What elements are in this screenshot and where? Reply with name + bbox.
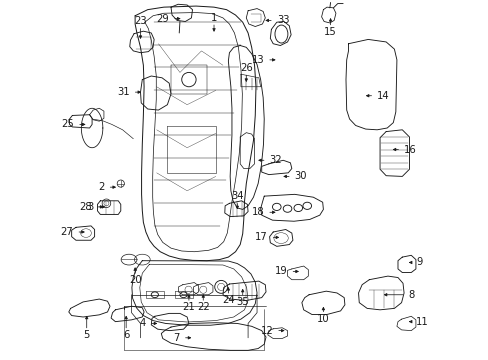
Text: 12: 12: [260, 325, 273, 336]
Text: 31: 31: [117, 87, 129, 97]
Text: 20: 20: [128, 275, 141, 285]
Text: 19: 19: [274, 266, 287, 276]
Text: 8: 8: [408, 290, 414, 300]
Text: 17: 17: [255, 232, 267, 242]
Text: 27: 27: [61, 227, 73, 237]
Text: 6: 6: [122, 330, 129, 340]
Text: 9: 9: [415, 257, 422, 267]
Text: 1: 1: [210, 13, 217, 23]
Text: 3: 3: [87, 202, 94, 212]
Text: 2: 2: [98, 182, 104, 192]
Text: 30: 30: [294, 171, 306, 181]
Text: 22: 22: [197, 302, 209, 312]
Text: 15: 15: [324, 27, 336, 37]
Text: 25: 25: [61, 120, 74, 129]
Text: 18: 18: [251, 207, 264, 217]
Text: 33: 33: [276, 15, 289, 26]
Text: 5: 5: [83, 330, 90, 340]
Text: 29: 29: [156, 14, 169, 24]
Text: 7: 7: [173, 333, 180, 343]
Text: 34: 34: [231, 192, 243, 202]
Text: 16: 16: [403, 144, 416, 154]
Text: 13: 13: [251, 55, 264, 65]
Text: 4: 4: [140, 319, 145, 328]
Text: 21: 21: [182, 302, 195, 312]
Text: 10: 10: [316, 314, 329, 324]
Text: 14: 14: [376, 91, 389, 101]
Text: 23: 23: [134, 17, 146, 27]
Text: 11: 11: [415, 317, 428, 327]
Text: 32: 32: [269, 155, 282, 165]
Text: 26: 26: [240, 63, 252, 73]
Text: 35: 35: [236, 297, 248, 307]
Text: 24: 24: [222, 295, 234, 305]
Text: 28: 28: [80, 202, 92, 212]
